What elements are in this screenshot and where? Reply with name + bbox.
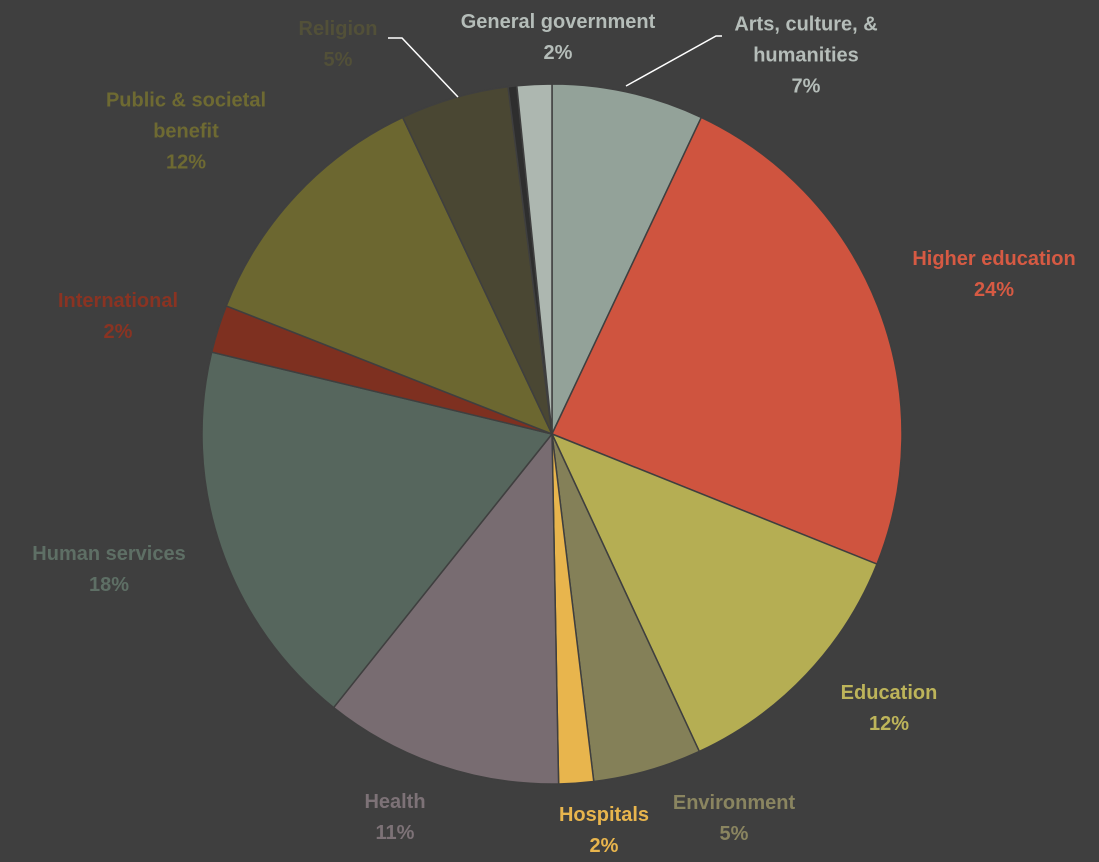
data-label: Higher education 24% — [912, 244, 1075, 306]
data-label-percent: 7% — [791, 75, 821, 98]
data-label-name: General government — [460, 11, 656, 33]
data-label-name: Arts, culture, & humanities — [734, 13, 878, 67]
data-label-percent: 18% — [88, 574, 130, 596]
data-label: Education 12% — [841, 678, 938, 740]
data-label-name: Religion — [298, 18, 378, 40]
data-label-percent: 2% — [589, 835, 619, 857]
leader-line — [625, 35, 722, 87]
data-label-name: Hospitals — [558, 804, 650, 826]
data-label-name: Health — [364, 791, 426, 813]
pie-slice-human-services — [201, 351, 554, 709]
data-label: Arts, culture, & humanities 7% — [734, 10, 877, 103]
data-label: Public & societal benefit 12% — [106, 86, 266, 179]
pie-slice-health — [332, 431, 560, 785]
data-label-percent: 2% — [103, 321, 133, 343]
data-label-percent: 2% — [543, 42, 573, 64]
leader-line — [388, 37, 459, 98]
data-label: Health 11% — [364, 787, 425, 849]
pie-slice-general-government — [515, 83, 553, 435]
data-label: Environment 5% — [673, 788, 795, 850]
data-label-percent: 5% — [719, 823, 749, 845]
pie-slice-education — [550, 432, 878, 753]
pie-slice-public-societal-benefit — [225, 116, 554, 436]
pie-slice-higher-education — [550, 116, 903, 566]
data-label-name: Higher education — [912, 248, 1076, 270]
data-label-percent: 24% — [973, 279, 1015, 301]
pie-slice-arts-culture-humanities — [551, 83, 703, 435]
data-label-name: Environment — [672, 792, 796, 814]
data-label: Religion 5% — [299, 14, 378, 76]
data-label-name: Public & societal benefit — [105, 89, 267, 143]
data-label-percent: 11% — [375, 822, 415, 844]
data-label: Human services 18% — [32, 539, 185, 601]
data-label: Hospitals 2% — [559, 800, 649, 862]
data-label-name: Education — [840, 682, 938, 704]
data-label: General government 2% — [461, 7, 656, 69]
data-label-percent: 12% — [165, 151, 207, 174]
data-label-name: Human services — [32, 543, 186, 565]
data-label-name: International — [57, 290, 179, 312]
data-label-percent: 5% — [323, 49, 353, 71]
data-label-percent: 12% — [868, 713, 910, 735]
data-label: International 2% — [58, 286, 178, 348]
